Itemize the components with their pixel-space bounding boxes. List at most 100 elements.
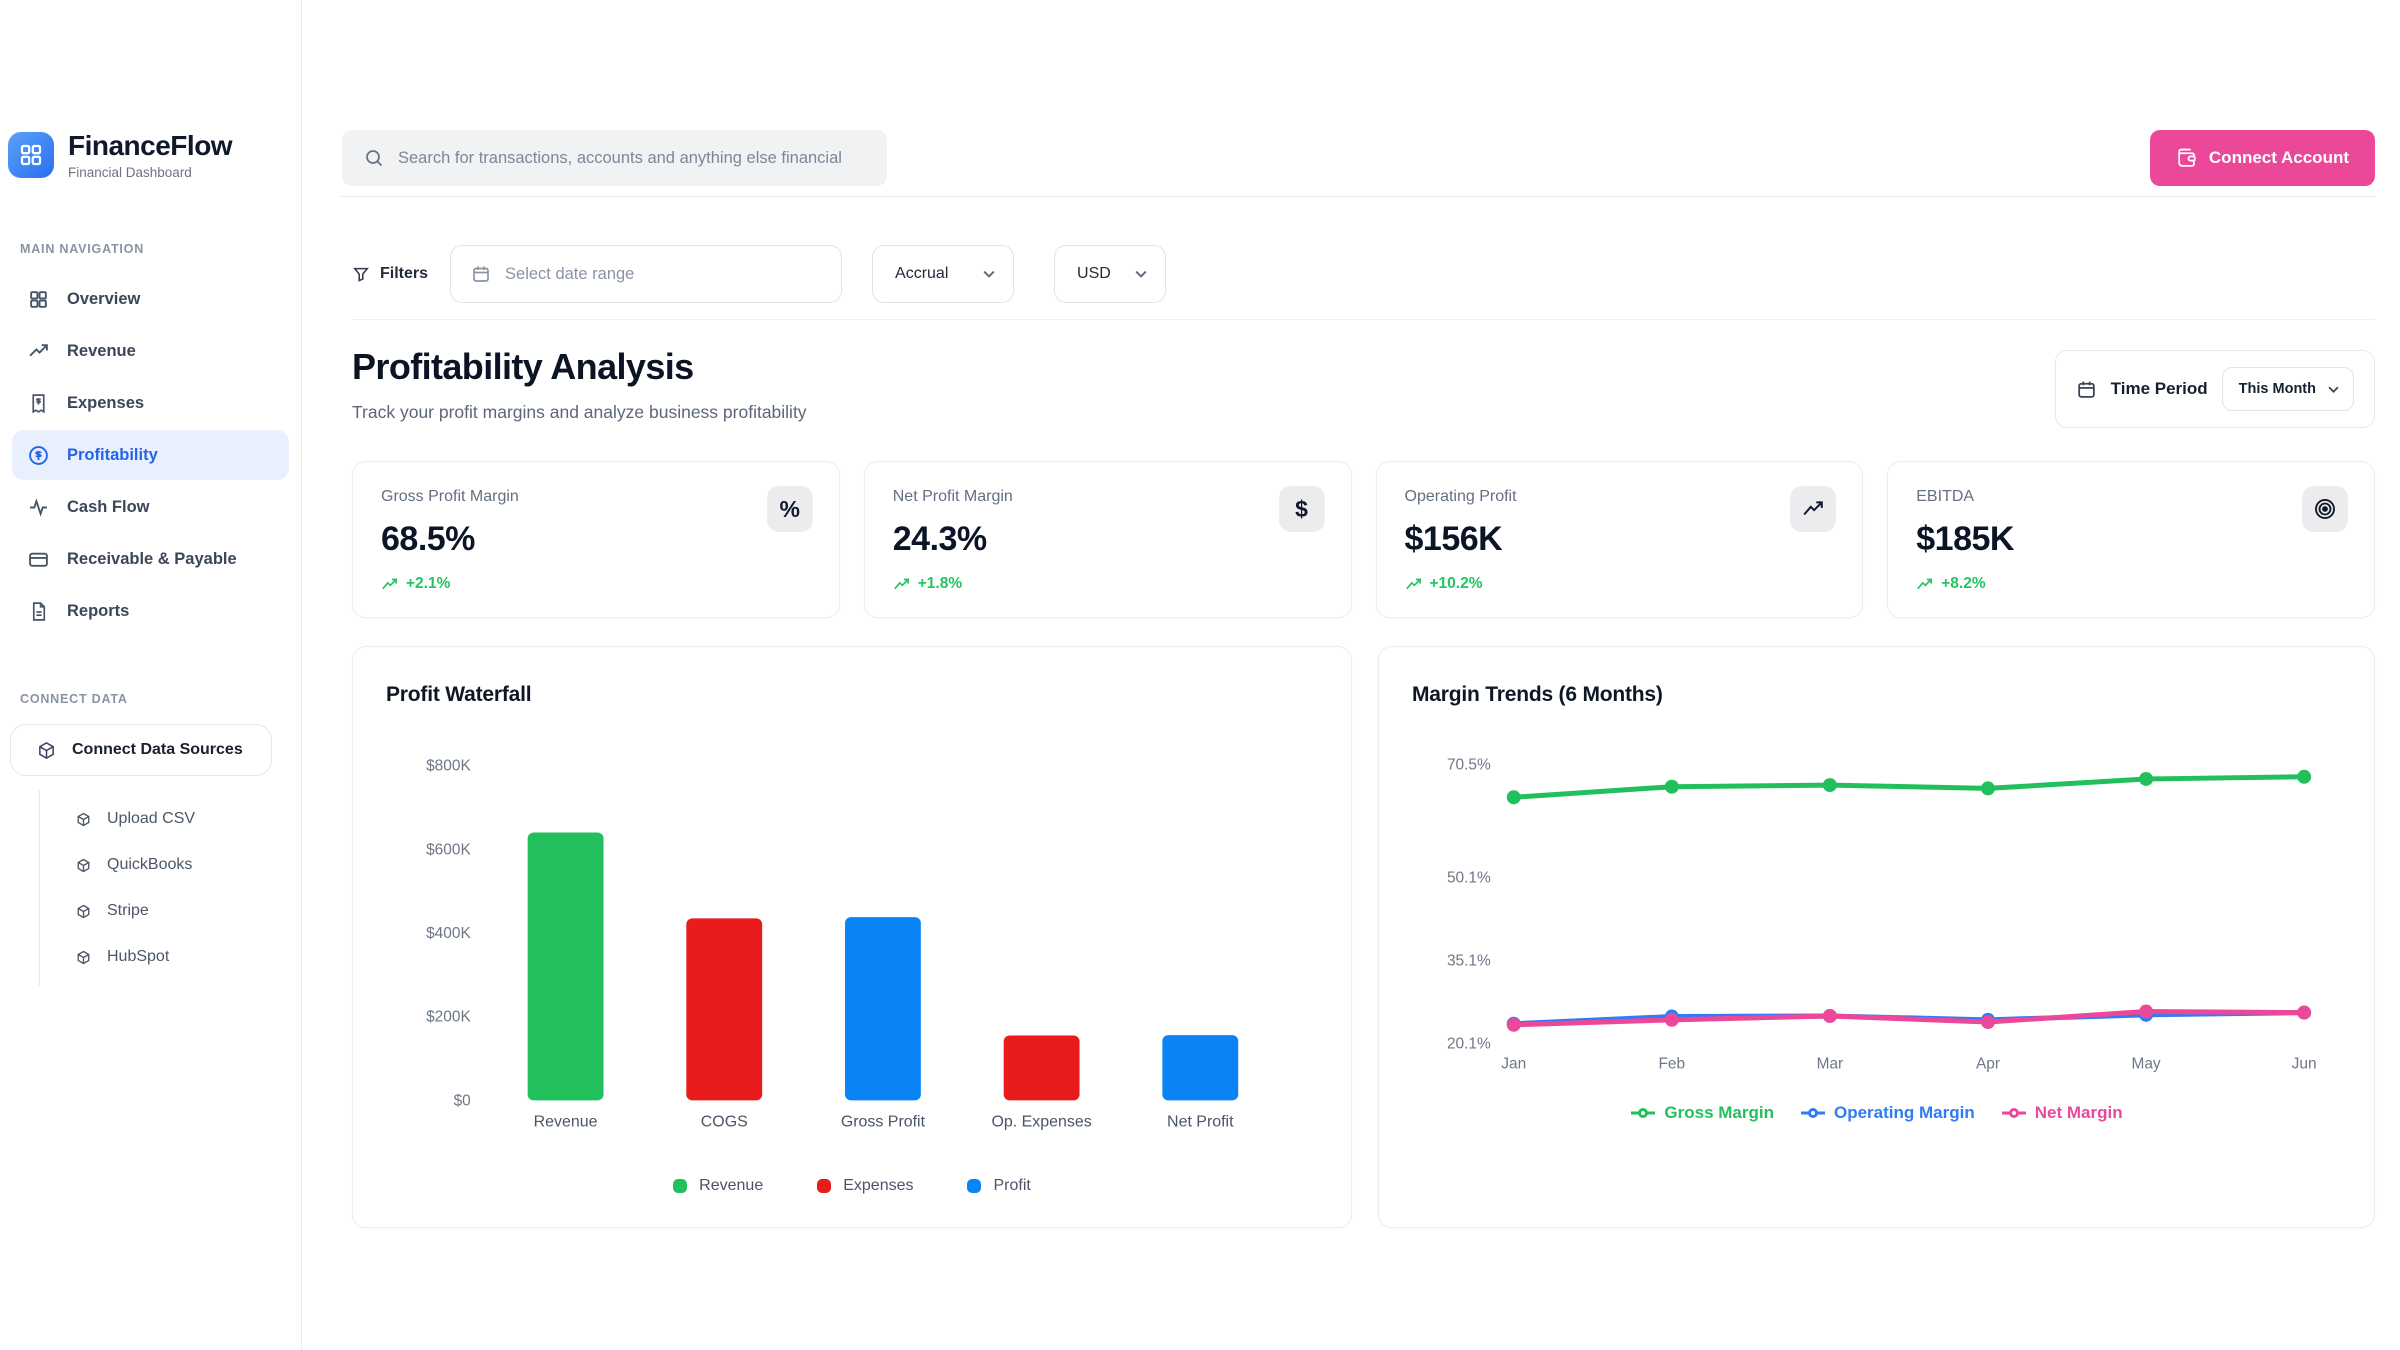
kpi-change: +1.8% bbox=[893, 575, 1323, 593]
connect-data-label: CONNECT DATA bbox=[20, 692, 128, 706]
percent-icon: % bbox=[766, 486, 813, 532]
search-box[interactable] bbox=[342, 130, 887, 186]
legend-dot bbox=[967, 1179, 982, 1193]
legend-dot bbox=[673, 1179, 688, 1193]
app-subtitle: Financial Dashboard bbox=[68, 165, 192, 180]
sidebar-item-reports[interactable]: Reports bbox=[12, 586, 289, 636]
credit-card-icon bbox=[29, 552, 48, 567]
svg-text:Feb: Feb bbox=[1658, 1056, 1685, 1073]
cube-icon bbox=[77, 950, 90, 964]
cube-icon bbox=[77, 858, 90, 872]
chevron-down-icon bbox=[2328, 386, 2339, 393]
margin-trends-chart: Margin Trends (6 Months) 70.5% 50.1% 35.1%… bbox=[1378, 646, 2375, 1228]
sidebar-item-label: Profitability bbox=[67, 445, 158, 464]
legend-item: Profit bbox=[967, 1177, 1031, 1195]
sidebar-source-hubspot[interactable]: HubSpot bbox=[40, 934, 301, 980]
time-period-select[interactable]: This Month bbox=[2221, 367, 2354, 411]
filters-toggle[interactable]: Filters bbox=[352, 265, 428, 283]
sidebar-item-label: Overview bbox=[67, 289, 141, 308]
app-logo-icon bbox=[8, 132, 54, 178]
sidebar-item-revenue[interactable]: Revenue bbox=[12, 326, 289, 376]
currency-select[interactable]: USD bbox=[1054, 245, 1167, 303]
chart-title: Margin Trends (6 Months) bbox=[1412, 683, 1663, 706]
filters-bar: Filters Accrual USD bbox=[352, 245, 2375, 320]
data-sources-subnav: Upload CSV QuickBooks Stripe HubSpot bbox=[39, 790, 301, 986]
waterfall-plot: $0 $200K $400K $600K $800K Revenue COGS Gross P… bbox=[426, 758, 1239, 1130]
cube-icon bbox=[39, 741, 54, 759]
main-navigation-label: MAIN NAVIGATION bbox=[20, 242, 145, 256]
time-period-label: Time Period bbox=[2110, 379, 2208, 398]
kpi-cards: % Gross Profit Margin 68.5% +2.1% $ Net … bbox=[352, 461, 2375, 618]
sidebar-source-quickbooks[interactable]: QuickBooks bbox=[40, 842, 301, 888]
svg-text:Gross Profit: Gross Profit bbox=[841, 1113, 926, 1130]
trending-up-icon bbox=[1917, 578, 1933, 589]
legend-item: Revenue bbox=[673, 1177, 763, 1195]
sidebar-source-stripe[interactable]: Stripe bbox=[40, 888, 301, 934]
charts: Profit Waterfall $0 $200K $400K $600K $800K R… bbox=[352, 646, 2375, 1228]
line-marker-icon bbox=[2001, 1108, 2026, 1118]
kpi-change: +10.2% bbox=[1405, 575, 1835, 593]
page-title: Profitability Analysis bbox=[352, 346, 694, 387]
line-marker-icon bbox=[1801, 1108, 1825, 1118]
svg-text:50.1%: 50.1% bbox=[1447, 870, 1491, 887]
sidebar-item-label: Reports bbox=[67, 601, 130, 620]
profit-waterfall-chart: Profit Waterfall $0 $200K $400K $600K $800K R… bbox=[352, 646, 1352, 1228]
wallet-icon bbox=[2178, 148, 2196, 167]
date-range-input[interactable] bbox=[450, 245, 843, 303]
svg-text:70.5%: 70.5% bbox=[1447, 757, 1491, 774]
sidebar-item-receivable-payable[interactable]: Receivable & Payable bbox=[12, 534, 289, 584]
connect-data-sources-button[interactable]: Connect Data Sources bbox=[10, 724, 272, 776]
sidebar-item-label: Revenue bbox=[67, 341, 136, 360]
calendar-icon bbox=[473, 266, 489, 282]
svg-text:Net Profit: Net Profit bbox=[1167, 1113, 1234, 1130]
svg-text:Jun: Jun bbox=[2292, 1056, 2317, 1073]
cube-icon bbox=[77, 904, 90, 918]
trending-up-icon bbox=[893, 578, 909, 589]
chevron-down-icon bbox=[983, 270, 995, 278]
connect-account-button[interactable]: Connect Account bbox=[2149, 130, 2375, 186]
page-header: Profitability Analysis Track your profit… bbox=[352, 346, 2375, 428]
svg-text:May: May bbox=[2131, 1056, 2160, 1073]
svg-text:Jan: Jan bbox=[1501, 1056, 1526, 1073]
trending-up-icon bbox=[1790, 486, 1837, 532]
legend-item: Operating Margin bbox=[1800, 1103, 1975, 1123]
legend-item: Net Margin bbox=[2001, 1103, 2123, 1123]
svg-text:COGS: COGS bbox=[701, 1113, 748, 1130]
svg-text:Revenue: Revenue bbox=[534, 1113, 598, 1130]
margin-trends-legend: Gross Margin Operating Margin Net Margin bbox=[1379, 1103, 2374, 1123]
dollar-circle-icon bbox=[29, 445, 48, 465]
sidebar: FinanceFlow Financial Dashboard MAIN NAV… bbox=[0, 0, 302, 1350]
svg-text:$0: $0 bbox=[454, 1092, 471, 1109]
calendar-icon bbox=[2077, 381, 2095, 398]
chevron-down-icon bbox=[1135, 270, 1147, 278]
kpi-card-operating-profit: Operating Profit $156K +10.2% bbox=[1375, 461, 1864, 618]
sidebar-item-cash-flow[interactable]: Cash Flow bbox=[12, 482, 289, 532]
time-period-card: Time Period This Month bbox=[2054, 350, 2375, 428]
grid-icon bbox=[30, 290, 47, 308]
sidebar-item-overview[interactable]: Overview bbox=[12, 274, 289, 324]
sidebar-item-label: Cash Flow bbox=[67, 497, 150, 516]
line-marker-icon bbox=[1631, 1108, 1656, 1118]
svg-text:$800K: $800K bbox=[426, 758, 471, 775]
svg-text:35.1%: 35.1% bbox=[1447, 953, 1491, 970]
sidebar-item-label: Receivable & Payable bbox=[67, 549, 237, 568]
cube-icon bbox=[77, 812, 90, 826]
file-text-icon bbox=[32, 601, 46, 621]
sidebar-source-upload-csv[interactable]: Upload CSV bbox=[40, 796, 301, 842]
trending-up-icon bbox=[29, 343, 48, 356]
chart-title: Profit Waterfall bbox=[386, 683, 532, 706]
funnel-icon bbox=[353, 267, 369, 282]
accounting-basis-select[interactable]: Accrual bbox=[872, 245, 1015, 303]
page-subtitle: Track your profit margins and analyze bu… bbox=[352, 402, 807, 422]
kpi-card-gross-profit-margin: % Gross Profit Margin 68.5% +2.1% bbox=[352, 461, 840, 618]
legend-item: Gross Margin bbox=[1630, 1103, 1774, 1123]
date-range-field[interactable] bbox=[505, 264, 826, 284]
search-input[interactable] bbox=[398, 148, 869, 168]
svg-text:Op. Expenses: Op. Expenses bbox=[992, 1113, 1092, 1130]
sidebar-item-profitability[interactable]: Profitability bbox=[12, 430, 289, 480]
kpi-change: +2.1% bbox=[381, 575, 811, 593]
sidebar-item-expenses[interactable]: Expenses bbox=[12, 378, 289, 428]
main-content: Connect Account Filters Accrual USD bbox=[302, 0, 2400, 1350]
search-icon bbox=[366, 150, 383, 167]
kpi-card-ebitda: EBITDA $185K +8.2% bbox=[1887, 461, 2375, 618]
